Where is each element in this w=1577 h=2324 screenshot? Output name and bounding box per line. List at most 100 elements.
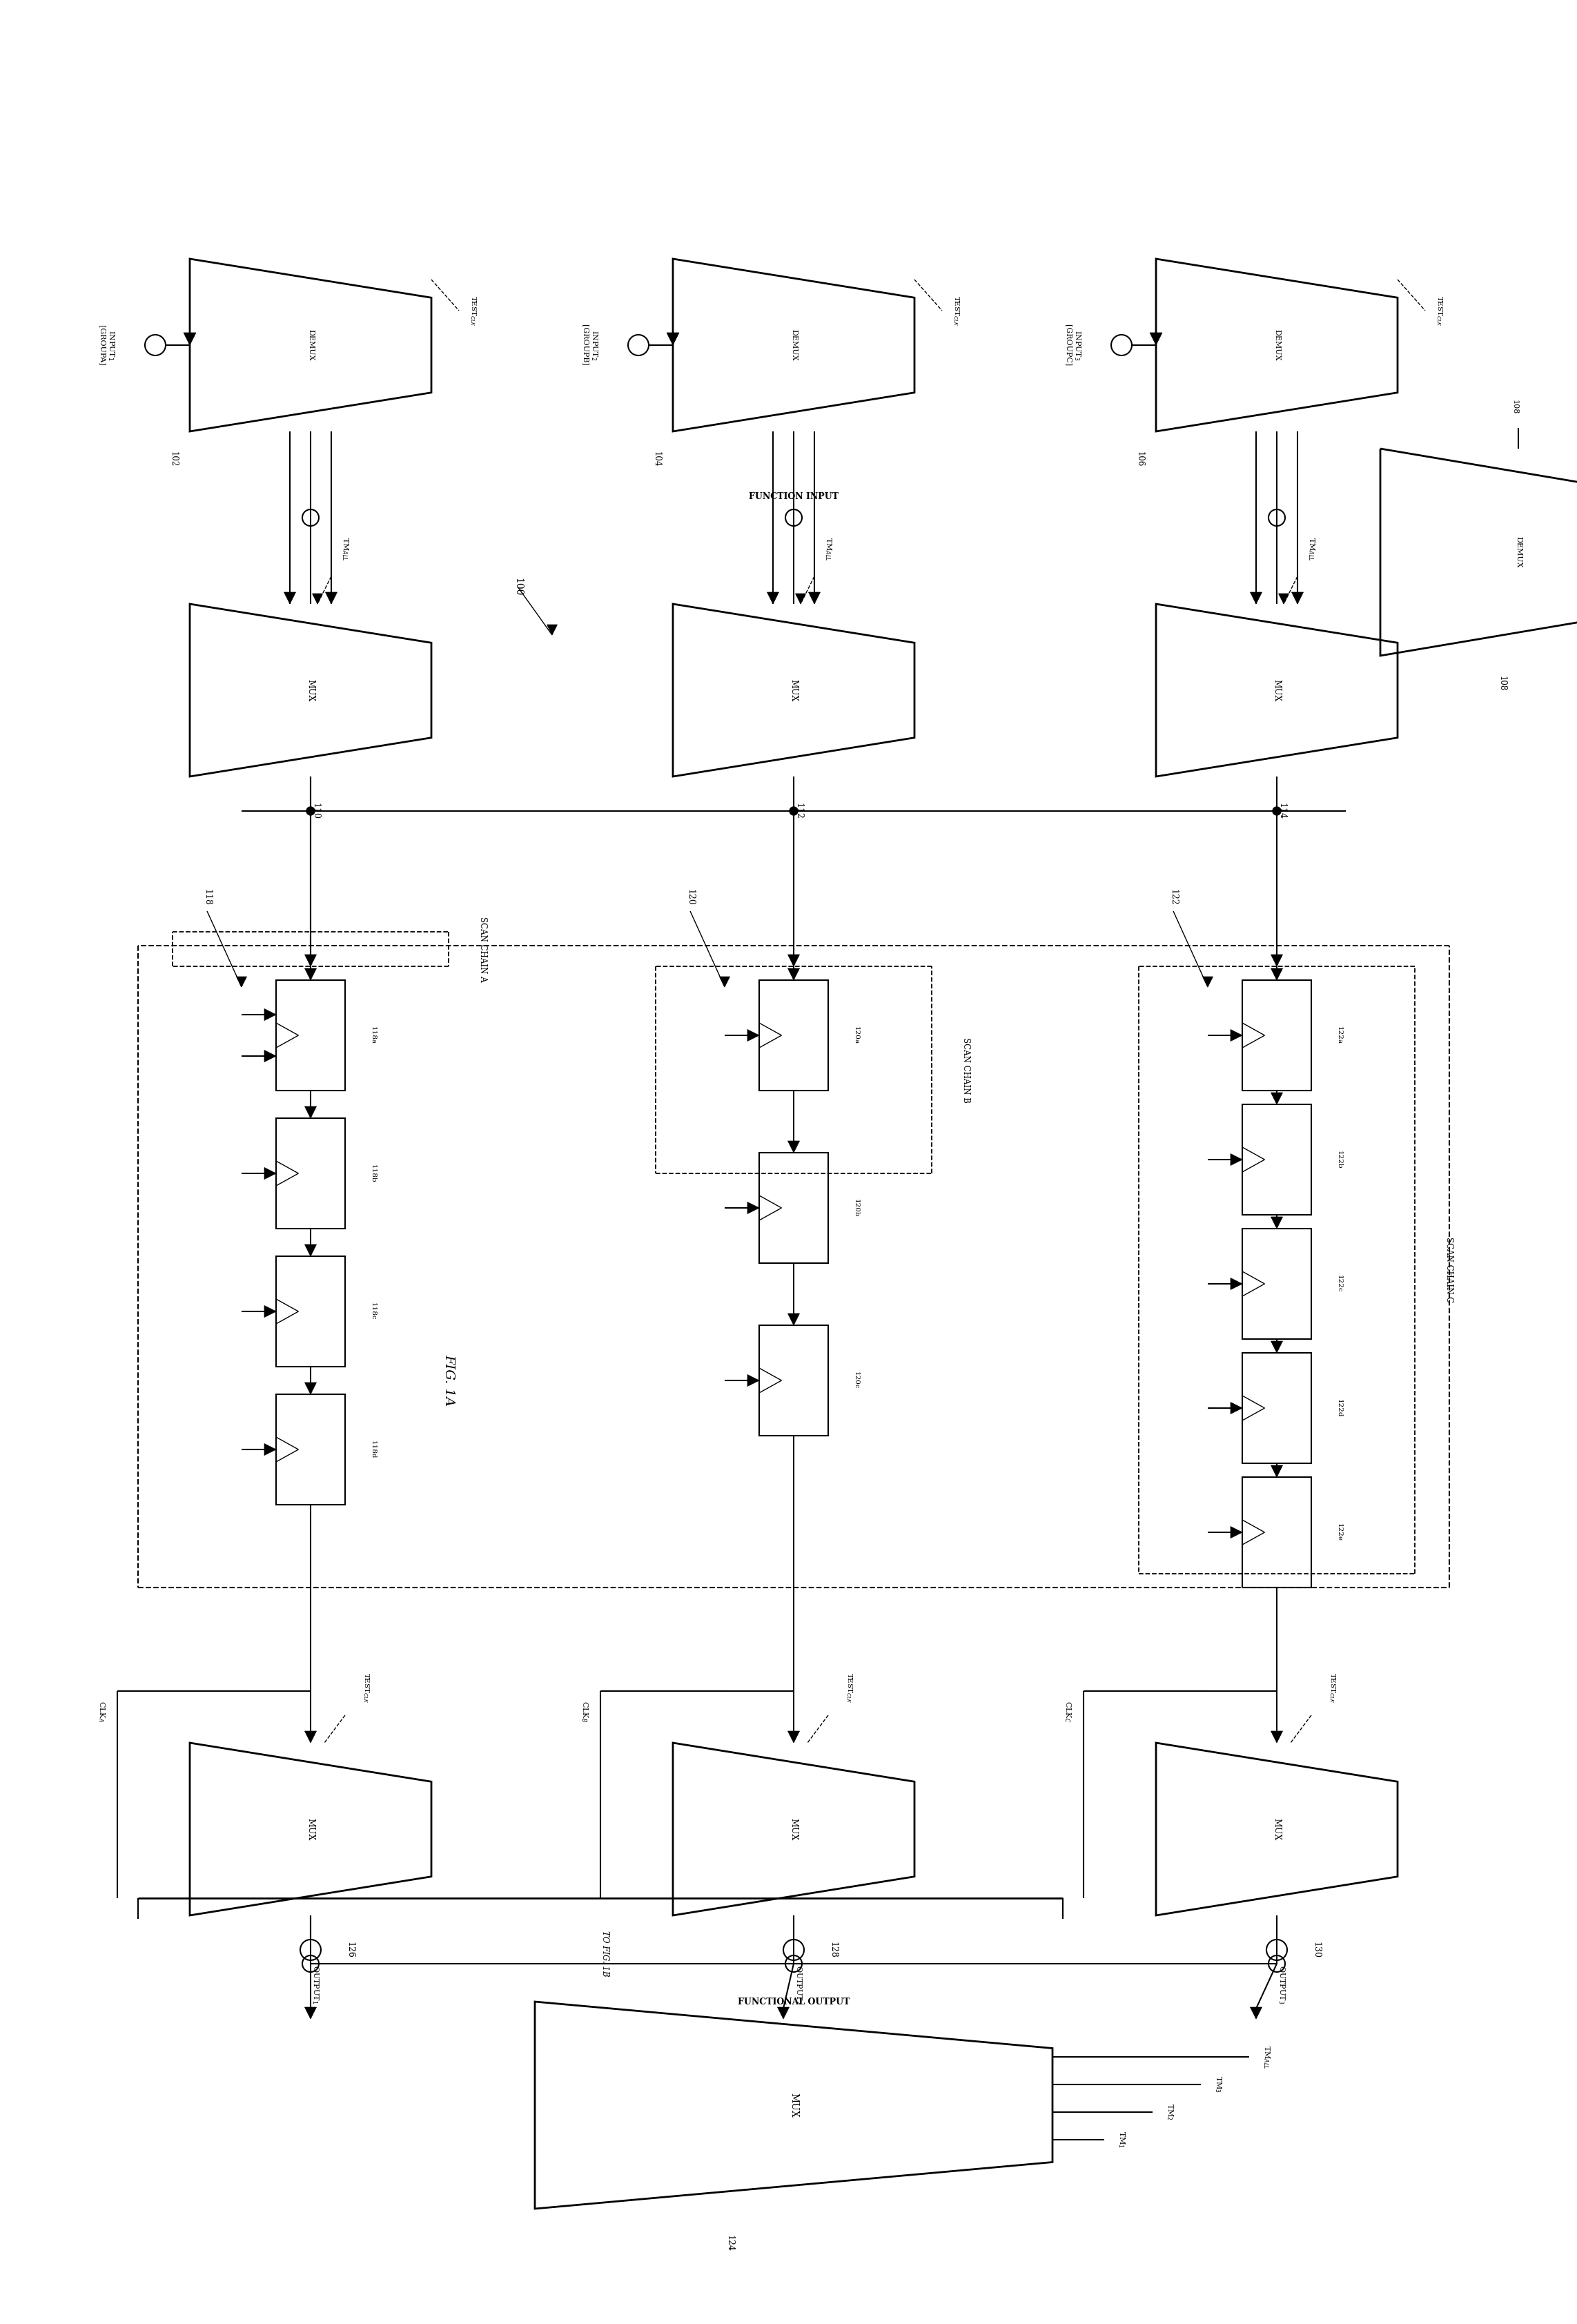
Text: SCAN CHAIN A: SCAN CHAIN A [479,916,487,981]
Circle shape [790,806,798,816]
Circle shape [1273,806,1281,816]
Polygon shape [1271,1218,1282,1229]
Polygon shape [265,1306,276,1318]
Text: TM$_2$: TM$_2$ [1165,2103,1175,2122]
Text: CLK$_C$: CLK$_C$ [1063,1701,1072,1722]
Polygon shape [547,625,557,634]
Polygon shape [1271,969,1282,981]
Polygon shape [265,1443,276,1455]
Text: 122c: 122c [1336,1276,1342,1292]
Text: 110: 110 [311,802,320,820]
Text: 102: 102 [169,451,178,467]
Polygon shape [237,976,246,988]
Polygon shape [1271,955,1282,967]
Text: OUTPUT$_2$: OUTPUT$_2$ [793,1964,803,2003]
Text: CLK$_B$: CLK$_B$ [580,1701,590,1722]
Text: DEMUX: DEMUX [308,330,314,360]
Text: SCAN CHAIN B: SCAN CHAIN B [962,1037,971,1102]
Polygon shape [265,1167,276,1178]
Polygon shape [304,955,317,967]
Polygon shape [1203,976,1213,988]
Text: TEST$_{CLK}$: TEST$_{CLK}$ [1328,1671,1336,1703]
Text: FUNCTIONAL OUTPUT: FUNCTIONAL OUTPUT [738,1996,850,2006]
Polygon shape [1279,593,1288,604]
Polygon shape [747,1202,759,1213]
Text: MUX: MUX [306,1817,315,1841]
Polygon shape [284,593,296,604]
Polygon shape [777,2008,788,2020]
Text: 118c: 118c [369,1301,375,1320]
Polygon shape [1271,1731,1282,1743]
Polygon shape [1150,332,1162,346]
Polygon shape [747,1030,759,1041]
Text: FIG. 1A: FIG. 1A [443,1355,454,1406]
Text: 124: 124 [725,2236,733,2252]
Text: 108: 108 [1511,400,1519,414]
Text: 112: 112 [793,802,803,820]
Text: 126: 126 [345,1941,355,1959]
Text: INPUT$_2$
[GROUPB]: INPUT$_2$ [GROUPB] [582,325,599,365]
Text: 122: 122 [1169,890,1178,906]
Polygon shape [304,1243,317,1257]
Text: SCAN CHAIN C: SCAN CHAIN C [1445,1236,1454,1304]
Polygon shape [795,593,806,604]
Text: MUX: MUX [788,1817,798,1841]
Polygon shape [719,976,730,988]
Text: TM$_{ALL}$: TM$_{ALL}$ [1262,2045,1271,2068]
Circle shape [306,806,315,816]
Polygon shape [312,593,323,604]
Text: 118: 118 [202,890,211,906]
Text: 100: 100 [513,579,522,595]
Text: 104: 104 [653,451,661,467]
Text: 108: 108 [1498,676,1506,690]
Polygon shape [1230,1278,1243,1290]
Text: TEST$_{CLK}$: TEST$_{CLK}$ [361,1671,371,1703]
Polygon shape [265,1050,276,1062]
Polygon shape [788,969,800,981]
Polygon shape [1230,1527,1243,1538]
Text: DEMUX: DEMUX [790,330,796,360]
Polygon shape [1271,1341,1282,1353]
Text: 122d: 122d [1336,1399,1342,1418]
Polygon shape [304,1106,317,1118]
Text: INPUT$_1$
[GROUPA]: INPUT$_1$ [GROUPA] [98,325,115,365]
Text: 118b: 118b [369,1164,375,1183]
Polygon shape [1230,1401,1243,1413]
Polygon shape [1271,1092,1282,1104]
Text: TM$_{ALL}$: TM$_{ALL}$ [823,537,833,560]
Text: TM$_{ALL}$: TM$_{ALL}$ [341,537,350,560]
Polygon shape [183,332,196,346]
Text: 122b: 122b [1336,1150,1342,1169]
Text: TM$_1$: TM$_1$ [1117,2131,1126,2147]
Polygon shape [304,2008,317,2020]
Polygon shape [325,593,337,604]
Polygon shape [788,1731,800,1743]
Polygon shape [1271,1466,1282,1478]
Text: 120c: 120c [853,1371,859,1390]
Polygon shape [1251,593,1262,604]
Text: TEST$_{CLK}$: TEST$_{CLK}$ [844,1671,853,1703]
Text: 120a: 120a [853,1027,859,1043]
Text: 106: 106 [1135,451,1145,467]
Polygon shape [667,332,680,346]
Text: TEST$_{CLK}$: TEST$_{CLK}$ [1435,295,1443,325]
Text: TEST$_{CLK}$: TEST$_{CLK}$ [951,295,960,325]
Polygon shape [788,955,800,967]
Text: TEST$_{CLK}$: TEST$_{CLK}$ [468,295,478,325]
Text: 114: 114 [1277,802,1285,820]
Text: 120b: 120b [853,1199,859,1218]
Text: DEMUX: DEMUX [1273,330,1281,360]
Text: 118a: 118a [369,1027,375,1043]
Polygon shape [1230,1153,1243,1164]
Text: TO FIG. 1B: TO FIG. 1B [601,1931,609,1975]
Text: MUX: MUX [1273,1817,1281,1841]
Text: MUX: MUX [306,679,315,702]
Text: MUX: MUX [1273,679,1281,702]
Polygon shape [809,593,820,604]
Text: 120: 120 [686,890,694,906]
Polygon shape [1251,2008,1262,2020]
Polygon shape [1292,593,1303,604]
Polygon shape [304,1383,317,1394]
Text: TM$_3$: TM$_3$ [1213,2075,1222,2094]
Polygon shape [766,593,779,604]
